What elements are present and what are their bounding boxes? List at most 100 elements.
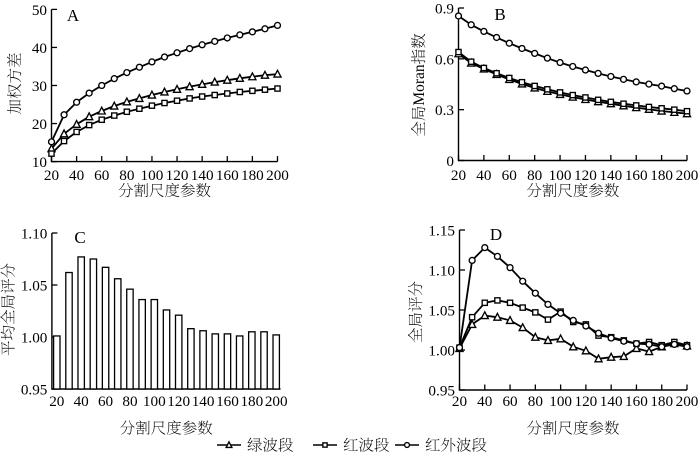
triangle-marker [492,311,503,321]
cjk-glyph [1,295,15,309]
x-axis-title-a [118,182,211,198]
circle-marker [645,80,653,88]
legend-label-square [343,437,390,452]
circle-marker [110,75,118,83]
cjk-glyph-path [134,182,149,198]
square-marker [645,103,653,111]
y-tick-label: 40 [32,40,48,57]
cjk-glyph-path [0,279,15,294]
bar [260,331,268,390]
x-tick-label: 160 [625,393,648,410]
series-line [458,246,688,348]
x-tick-label: 80 [122,393,138,410]
x-tick-label: 100 [549,393,572,410]
circle-marker [594,329,603,337]
cjk-glyph [196,183,211,198]
bar [235,335,244,390]
bar [89,258,98,390]
y-tick-label: 30 [32,78,48,95]
x-tick-label: 140 [192,393,215,410]
cjk-glyph-path [0,263,15,278]
cjk-glyph-path [604,183,619,198]
circle-marker [632,339,641,348]
cjk-glyph [134,182,149,198]
cjk-glyph [135,420,150,435]
cjk-glyph-path [456,437,472,452]
circle-marker [607,72,615,81]
cjk-glyph [120,420,135,435]
series-triangle-a [46,68,283,153]
cjk-glyph [0,263,15,278]
x-tick-label: 80 [119,167,135,184]
y-tick-label: 50 [32,2,48,19]
series-circle-d [455,243,691,352]
x-tick-label: 60 [502,167,518,184]
cjk-glyph [359,437,374,452]
circle-marker [455,343,464,352]
bar [77,256,86,390]
subplot-d: 0.95 1.00 1.05 1.10 1.15 20 40 60 80 100 120 140 160… [408,223,699,435]
cjk-glyph-path [425,437,440,451]
x-tick-label: 160 [625,167,648,184]
square-marker [148,102,156,109]
axes-a [50,9,278,163]
cjk-glyph [527,420,542,435]
triangle-marker [197,79,207,89]
x-tick-label: 120 [167,393,190,410]
x-tick-label: 180 [241,167,264,184]
cjk-glyph-path [165,182,180,198]
square-marker [494,297,501,304]
square-marker [123,108,131,116]
circle-marker [160,53,169,61]
x-tick-label: 120 [166,167,189,184]
circle-marker [223,34,231,42]
triangle-marker [606,351,616,361]
square-marker [85,121,93,129]
square-marker [98,116,105,124]
circle-marker [123,68,131,77]
y-tick-label: 20 [32,116,48,133]
circle-marker [556,309,565,317]
cjk-glyph-path [0,309,15,325]
bar [187,328,195,390]
square-marker [467,58,475,65]
triangle-marker [147,89,157,99]
cjk-glyph-path [343,437,358,451]
triangle-marker [644,346,654,356]
y-axis-title-d [408,281,423,343]
cjk-glyph-path [197,420,213,435]
square-marker [532,309,539,316]
cjk-glyph-path [588,183,604,198]
cjk-glyph [151,421,166,435]
triangle-marker [235,73,245,82]
cjk-glyph-path [408,313,423,327]
x-tick-label: 100 [143,393,166,410]
square-marker [60,137,68,145]
cjk-glyph [441,437,456,452]
triangle-marker [272,68,283,78]
triangle-marker [260,69,270,79]
square-marker [658,105,665,112]
cjk-glyph [278,437,294,452]
triangle-marker [222,74,232,84]
triangle-marker [555,333,566,343]
triangle-marker [530,331,540,341]
x-tick-label: 40 [476,167,492,184]
triangle-marker [71,119,82,128]
circle-marker [454,12,463,20]
y-tick-label: 0.9 [435,1,454,18]
cjk-glyph [263,437,278,452]
square-marker [569,91,577,99]
circle-marker [173,49,181,57]
series-triangle-d [454,310,692,363]
cjk-glyph-path [411,106,426,121]
x-tick-label: 100 [549,167,572,184]
x-tick-label: 60 [94,167,110,184]
square-marker [620,100,627,108]
square-marker [198,93,206,100]
x-tick-label: 80 [527,167,543,184]
circle-marker [683,343,691,351]
legend-item-circle [395,437,487,452]
x-tick-label: 60 [502,393,518,410]
